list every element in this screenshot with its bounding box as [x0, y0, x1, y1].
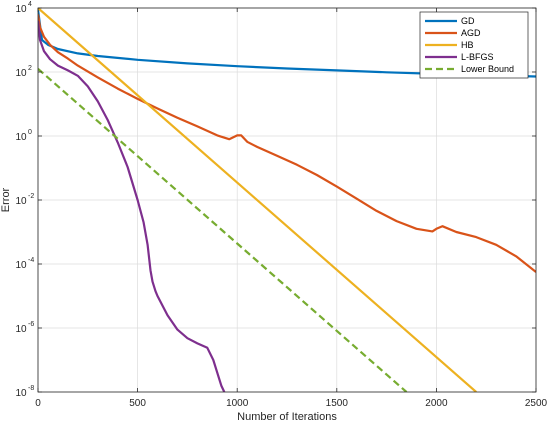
- legend: GD AGD HB L-BFGS Lower Bound: [419, 11, 529, 79]
- y-tick-label-base: 10: [15, 388, 27, 399]
- y-tick-label-base: 10: [15, 132, 27, 143]
- x-axis-title: Number of Iterations: [237, 411, 337, 423]
- x-tick-label: 1000: [226, 398, 249, 409]
- legend-label: L-BFGS: [461, 52, 494, 62]
- x-tick-label: 2000: [425, 398, 448, 409]
- y-tick-label: 10 -2: [15, 193, 34, 207]
- y-tick-label: 10 2: [15, 65, 32, 79]
- series-line-hb: [38, 8, 477, 392]
- y-tick-label-base: 10: [15, 324, 27, 335]
- y-tick-label: 10 -8: [15, 385, 34, 399]
- y-tick-label: 10 0: [15, 129, 32, 143]
- series-lines: [38, 8, 536, 392]
- y-tick-label-base: 10: [15, 260, 27, 271]
- x-tick-label: 500: [129, 398, 146, 409]
- y-axis-title: Error: [0, 187, 12, 212]
- y-tick-label-exponent: -8: [28, 385, 34, 392]
- y-tick-label-base: 10: [15, 68, 27, 79]
- legend-label: HB: [461, 40, 474, 50]
- y-tick-label-exponent: 2: [28, 65, 32, 72]
- x-tick-labels: 0 500 1000 1500 2000 2500: [35, 398, 547, 409]
- x-tick-label: 1500: [326, 398, 349, 409]
- series-line-l-bfgs: [38, 20, 226, 392]
- y-tick-label-base: 10: [15, 4, 27, 15]
- legend-label: Lower Bound: [461, 64, 514, 74]
- legend-label: AGD: [461, 28, 481, 38]
- y-tick-label-exponent: 0: [28, 129, 32, 136]
- y-tick-label: 10 -6: [15, 321, 34, 335]
- x-tick-label: 2500: [525, 398, 548, 409]
- y-tick-label-exponent: -4: [28, 257, 34, 264]
- series-line-lower-bound: [38, 67, 408, 392]
- legend-label: GD: [461, 16, 475, 26]
- y-tick-label: 10 4: [15, 1, 32, 15]
- x-tick-label: 0: [35, 398, 41, 409]
- y-tick-label-exponent: -2: [28, 193, 34, 200]
- y-tick-label-exponent: -6: [28, 321, 34, 328]
- y-tick-label-base: 10: [15, 196, 27, 207]
- series-line-agd: [38, 14, 536, 273]
- y-tick-label-exponent: 4: [28, 1, 32, 8]
- axis-ticks: [37, 7, 537, 393]
- y-tick-label: 10 -4: [15, 257, 34, 271]
